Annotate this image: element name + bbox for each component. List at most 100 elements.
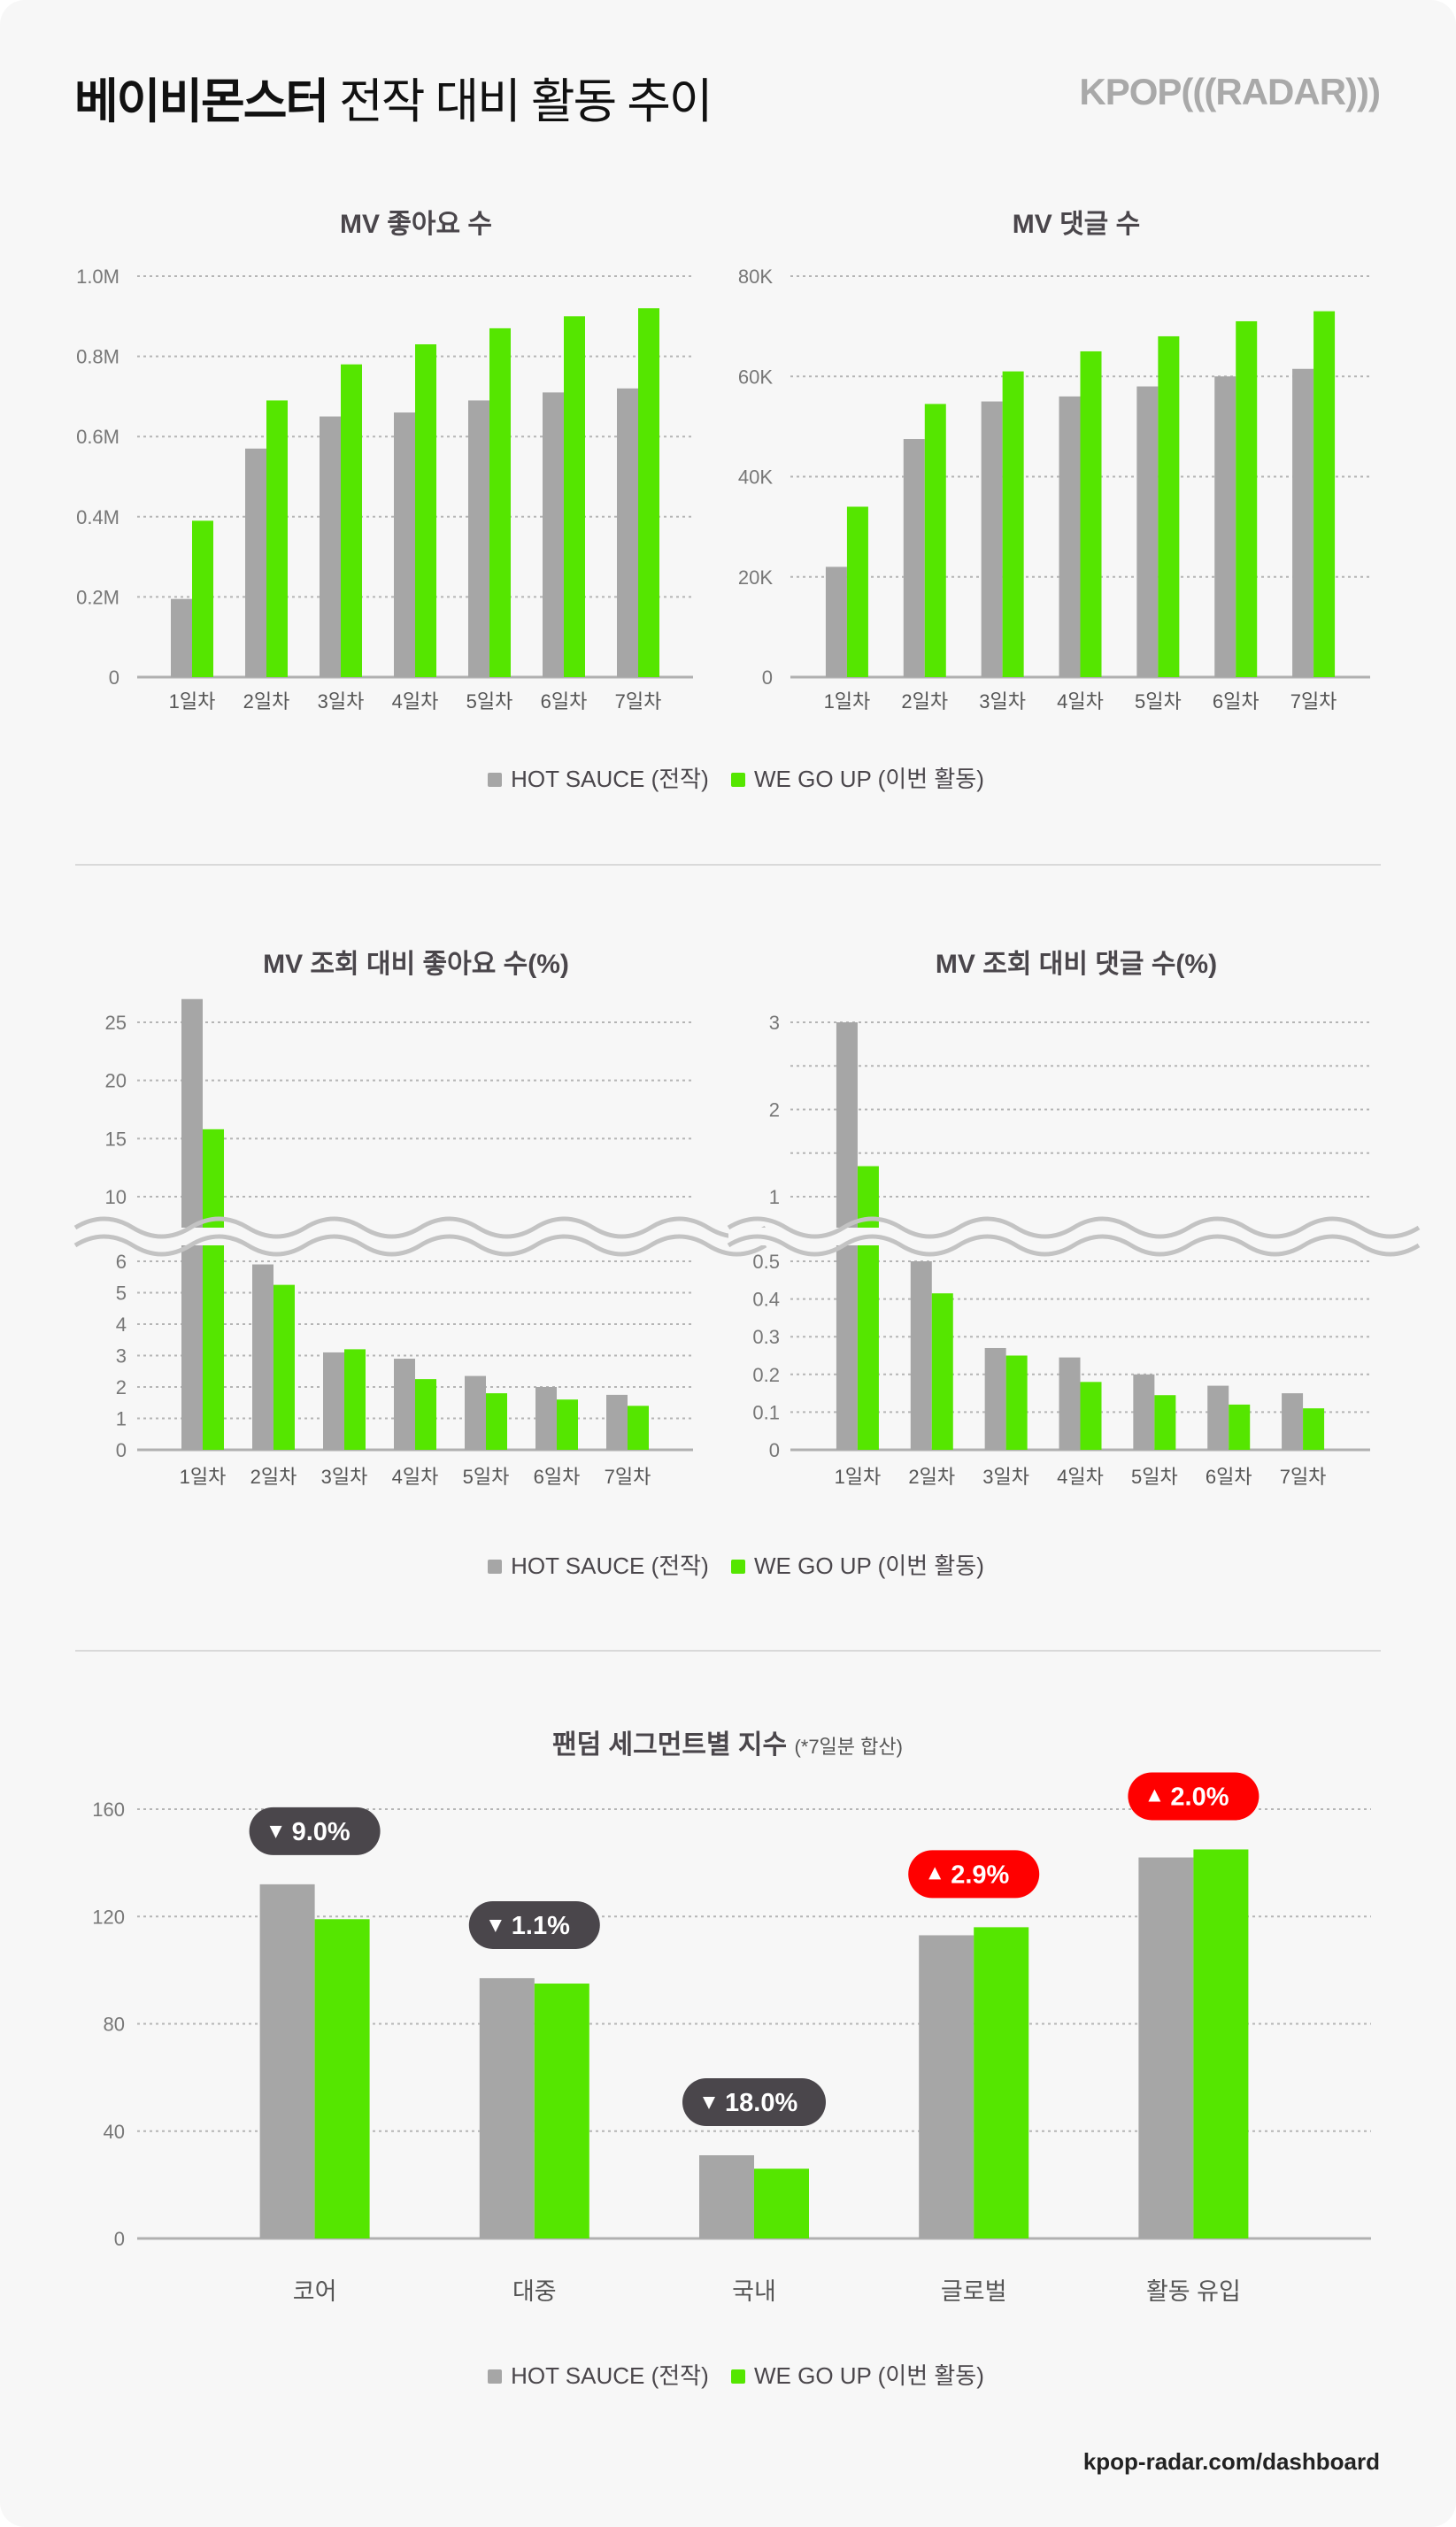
bar-hot-sauce [543,392,564,677]
y-tick-label: 0.1 [752,1401,780,1423]
x-tick-label: 대중 [512,2278,557,2305]
legend-swatch-prev [488,1560,503,1574]
chart-title-text: 팬덤 세그먼트별 지수 [552,1730,788,1760]
y-tick-label: 40 [104,2121,125,2143]
bar-hot-sauce [981,401,1003,677]
bar-hot-sauce [320,416,341,677]
x-tick-label: 5일차 [466,690,513,713]
bar-hot-sauce [699,2155,754,2238]
x-tick-label: 2일차 [901,690,948,713]
y-tick-label: 3 [769,1012,780,1034]
x-tick-label: 2일차 [243,690,290,713]
bar-hot-sauce [1059,396,1081,677]
y-tick-label: 1 [769,1186,780,1208]
x-tick-label: 3일차 [982,1466,1029,1488]
x-tick-label: 글로벌 [941,2278,1007,2305]
x-tick-label: 코어 [293,2278,337,2305]
y-tick-label: 2 [116,1376,127,1398]
bar-we-go-up [273,1284,295,1450]
chart-title-fandom-segment: 팬덤 세그먼트별 지수 (*7일분 합산) [418,1722,1037,1761]
bar-we-go-up [1193,1849,1249,2238]
bar-we-go-up [1303,1408,1325,1450]
legend-swatch-prev [488,773,503,787]
triangle-down-icon [269,1825,282,1838]
change-badge [249,1807,381,1855]
bar-we-go-up [192,520,213,677]
bar-hot-sauce [1133,1374,1155,1450]
artist-name: 베이비몬스터 [74,75,329,128]
change-badge-label: 2.9% [951,1861,1009,1889]
bar-hot-sauce [1292,368,1314,677]
y-tick-label: 80K [738,266,773,288]
bar-hot-sauce [1207,1385,1229,1450]
y-tick-label: 1 [116,1408,127,1430]
y-tick-label: 160 [92,1799,125,1821]
legend-swatch-curr [730,2369,745,2384]
bar-hot-sauce [535,1387,557,1450]
bar-we-go-up [564,316,585,677]
y-tick-label: 0.3 [752,1326,780,1348]
y-tick-label: 2 [769,1099,780,1121]
y-tick-label: 80 [104,2014,125,2036]
x-tick-label: 6일차 [534,1466,581,1488]
y-tick-label: 0 [762,666,773,689]
bar-we-go-up [415,344,436,677]
axis-break-wave [73,1234,767,1257]
bar-hot-sauce [984,1347,1006,1450]
x-tick-label: 1일차 [824,690,871,713]
y-tick-label: 40K [738,466,773,489]
chart-subtitle: (*7일분 합산) [794,1736,903,1758]
x-tick-label: 2일차 [250,1466,297,1488]
bar-we-go-up [1005,1355,1028,1450]
change-badge-label: 18.0% [725,2089,797,2117]
triangle-down-icon [703,2097,715,2110]
x-tick-label: 1일차 [180,1466,227,1488]
bar-we-go-up [344,1349,366,1450]
axis-break-wave [727,1234,1421,1257]
y-tick-label: 0 [114,2228,125,2250]
bar-we-go-up [557,1399,578,1450]
bar-hot-sauce [617,388,638,677]
bar-we-go-up [341,364,362,677]
y-tick-label: 1.0M [76,266,119,288]
y-tick-label: 6 [116,1251,127,1273]
y-tick-label: 5 [116,1283,127,1305]
bar-hot-sauce [1282,1393,1304,1450]
x-tick-label: 7일차 [1280,1466,1327,1488]
y-tick-label: 0.4M [76,506,119,528]
y-tick-label: 0.4 [752,1289,780,1311]
triangle-up-icon [928,1867,942,1880]
y-tick-label: 3 [116,1345,127,1368]
legend-label-prev: HOT SAUCE (전작) [511,1552,709,1579]
bar-hot-sauce [252,1264,273,1450]
bar-hot-sauce [394,412,415,677]
y-tick-label: 25 [105,1012,127,1034]
bar-we-go-up [266,400,288,677]
y-tick-label: 10 [105,1186,127,1208]
y-tick-label: 0.5 [752,1251,780,1273]
bar-hot-sauce [1138,1857,1194,2238]
bar-we-go-up [1313,311,1336,677]
x-tick-label: 6일차 [541,690,588,713]
bar-we-go-up [628,1406,649,1450]
bar-hot-sauce [919,1935,975,2238]
axis-break-mask [75,1228,764,1245]
change-badge [1128,1772,1260,1821]
change-badge [468,1900,600,1949]
bar-we-go-up [1080,351,1102,677]
x-tick-label: 6일차 [1213,690,1260,713]
x-tick-label: 3일차 [979,690,1026,713]
bar-we-go-up [1229,1404,1251,1450]
bar-we-go-up [203,1129,224,1450]
x-tick-label: 7일차 [1290,690,1337,713]
change-badge-label: 1.1% [512,1912,570,1940]
y-tick-label: 0.8M [76,346,119,368]
y-tick-label: 60K [738,366,773,388]
legend-swatch-curr [730,773,745,787]
footer-url[interactable]: kpop-radar.com/dashboard [1082,2448,1380,2475]
bar-we-go-up [846,506,868,677]
triangle-up-icon [1148,1789,1161,1802]
bar-we-go-up [1080,1382,1102,1450]
